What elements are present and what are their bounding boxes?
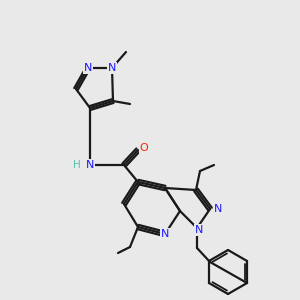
Text: N: N xyxy=(195,225,203,235)
Text: N: N xyxy=(86,160,94,170)
Text: N: N xyxy=(108,63,116,73)
Text: N: N xyxy=(161,229,169,239)
Text: O: O xyxy=(140,143,148,153)
Text: N: N xyxy=(84,63,92,73)
Text: H: H xyxy=(73,160,81,170)
Text: N: N xyxy=(214,204,222,214)
